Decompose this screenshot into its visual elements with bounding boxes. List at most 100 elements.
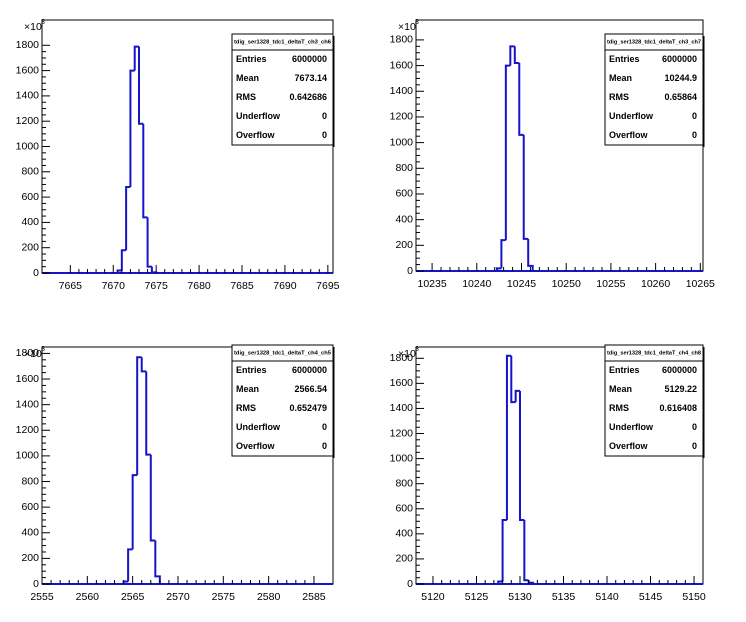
stats-value: 0 xyxy=(692,130,697,140)
stats-label: Overflow xyxy=(236,130,276,140)
stats-label: RMS xyxy=(609,92,629,102)
x-tick-label: 5135 xyxy=(552,591,576,603)
stats-value: 5129.22 xyxy=(664,384,697,394)
histogram-bin xyxy=(510,355,516,404)
stats-shadow-r xyxy=(333,36,335,147)
y-tick-label: 0 xyxy=(33,578,39,590)
histogram-bin xyxy=(146,217,152,268)
y-multiplier-exponent: 3 xyxy=(41,346,45,353)
stats-label: Mean xyxy=(236,384,259,394)
stats-label: Mean xyxy=(609,384,632,394)
y-tick-label: 1200 xyxy=(16,424,40,436)
y-multiplier-exponent: 3 xyxy=(415,19,419,26)
x-tick-label: 7685 xyxy=(230,280,254,292)
histogram-bin xyxy=(513,46,520,65)
y-tick-label: 1600 xyxy=(390,59,414,71)
stats-box xyxy=(604,344,704,457)
stats-label: Underflow xyxy=(609,422,654,432)
stats-value: 0.642686 xyxy=(289,92,327,102)
y-tick-label: 0 xyxy=(407,578,413,590)
histogram-panel: 5120 5125 5130 5135 5140 5145 5150 0 200 400 600 80… xyxy=(390,344,706,603)
y-tick-label: 1400 xyxy=(16,90,40,102)
histogram-panel: 7665 7670 7675 7680 7685 7690 7695 0 200 400 600 80… xyxy=(16,19,340,292)
x-tick-label: 7675 xyxy=(144,280,168,292)
y-tick-label: 400 xyxy=(21,527,39,539)
histogram-bin xyxy=(500,239,506,269)
y-tick-label: 1000 xyxy=(16,450,40,462)
y-tick-label: 800 xyxy=(21,166,39,178)
x-tick-label: 10245 xyxy=(507,278,536,290)
x-tick-label: 10260 xyxy=(641,278,670,290)
histogram-bin xyxy=(522,134,529,240)
y-tick-label: 1000 xyxy=(390,136,414,148)
y-tick-label: 1800 xyxy=(390,34,414,46)
y-tick-label: 400 xyxy=(395,213,413,225)
stats-value: 7673.14 xyxy=(294,73,327,83)
stats-value: 0.652479 xyxy=(289,403,327,413)
stats-value: 10244.9 xyxy=(664,73,697,83)
y-tick-label: 0 xyxy=(33,267,39,279)
stats-label: Overflow xyxy=(236,441,276,451)
y-tick-label: 1800 xyxy=(16,347,40,359)
y-tick-label: 1400 xyxy=(16,398,40,410)
histogram-bin xyxy=(523,520,529,582)
y-multiplier: ×10 xyxy=(24,21,42,33)
histogram-bin xyxy=(518,390,525,522)
x-tick-label: 10265 xyxy=(686,278,715,290)
x-tick-label: 5150 xyxy=(682,591,706,603)
stats-label: Overflow xyxy=(609,130,649,140)
stats-label: Entries xyxy=(236,365,267,375)
x-tick-label: 7690 xyxy=(273,280,297,292)
y-tick-label: 1200 xyxy=(390,111,414,123)
histogram-bin xyxy=(514,389,520,403)
x-tick-label: 2575 xyxy=(212,591,236,603)
x-tick-label: 2585 xyxy=(302,591,326,603)
histogram-bin xyxy=(127,548,133,582)
x-tick-label: 5125 xyxy=(465,591,489,603)
x-tick-label: 7680 xyxy=(187,280,211,292)
histogram-bin xyxy=(150,266,158,274)
y-tick-label: 1600 xyxy=(390,377,414,389)
x-tick-label: 10255 xyxy=(596,278,625,290)
histogram-bin xyxy=(142,123,148,219)
x-tick-label: 10235 xyxy=(417,278,446,290)
y-tick-label: 1400 xyxy=(390,402,414,414)
x-tick-label: 10250 xyxy=(552,278,581,290)
histogram-bin xyxy=(149,454,156,542)
histogram-bin xyxy=(133,45,139,71)
stats-value: 0.616408 xyxy=(659,403,697,413)
y-tick-label: 200 xyxy=(395,553,413,565)
stats-shadow-r xyxy=(333,347,335,458)
histogram-bin xyxy=(125,185,131,251)
y-tick-label: 200 xyxy=(21,241,39,253)
y-tick-label: 1200 xyxy=(390,427,414,439)
y-tick-label: 800 xyxy=(395,162,413,174)
x-tick-label: 2555 xyxy=(30,591,54,603)
histogram-bin xyxy=(495,267,502,271)
y-tick-label: 1800 xyxy=(390,352,414,364)
y-tick-label: 1600 xyxy=(16,373,40,385)
stats-label: Underflow xyxy=(236,111,281,121)
histogram-bin xyxy=(138,46,144,125)
x-tick-label: 2560 xyxy=(76,591,100,603)
x-tick-label: 5140 xyxy=(595,591,619,603)
y-tick-label: 1000 xyxy=(390,452,414,464)
x-tick-label: 2580 xyxy=(257,591,281,603)
y-tick-label: 400 xyxy=(395,528,413,540)
stats-label: Underflow xyxy=(236,422,281,432)
stats-box xyxy=(604,33,704,146)
stats-label: Entries xyxy=(609,54,640,64)
stats-value: 0.65864 xyxy=(664,92,697,102)
stats-title: tdig_ser1328_tdc1_deltaT_ch4_ch5 xyxy=(234,350,331,356)
histogram-bin xyxy=(505,354,512,521)
stats-value: 0 xyxy=(322,441,327,451)
stats-box xyxy=(231,344,334,457)
y-tick-label: 600 xyxy=(21,191,39,203)
y-tick-label: 600 xyxy=(395,188,413,200)
stats-label: Entries xyxy=(609,365,640,375)
stats-label: RMS xyxy=(236,403,256,413)
stats-value: 6000000 xyxy=(292,54,327,64)
histogram-bin xyxy=(497,580,503,584)
histogram-panel: 10235 10240 10245 10250 10255 10260 10265 0 200 4… xyxy=(390,19,715,290)
y-tick-label: 1400 xyxy=(390,85,414,97)
